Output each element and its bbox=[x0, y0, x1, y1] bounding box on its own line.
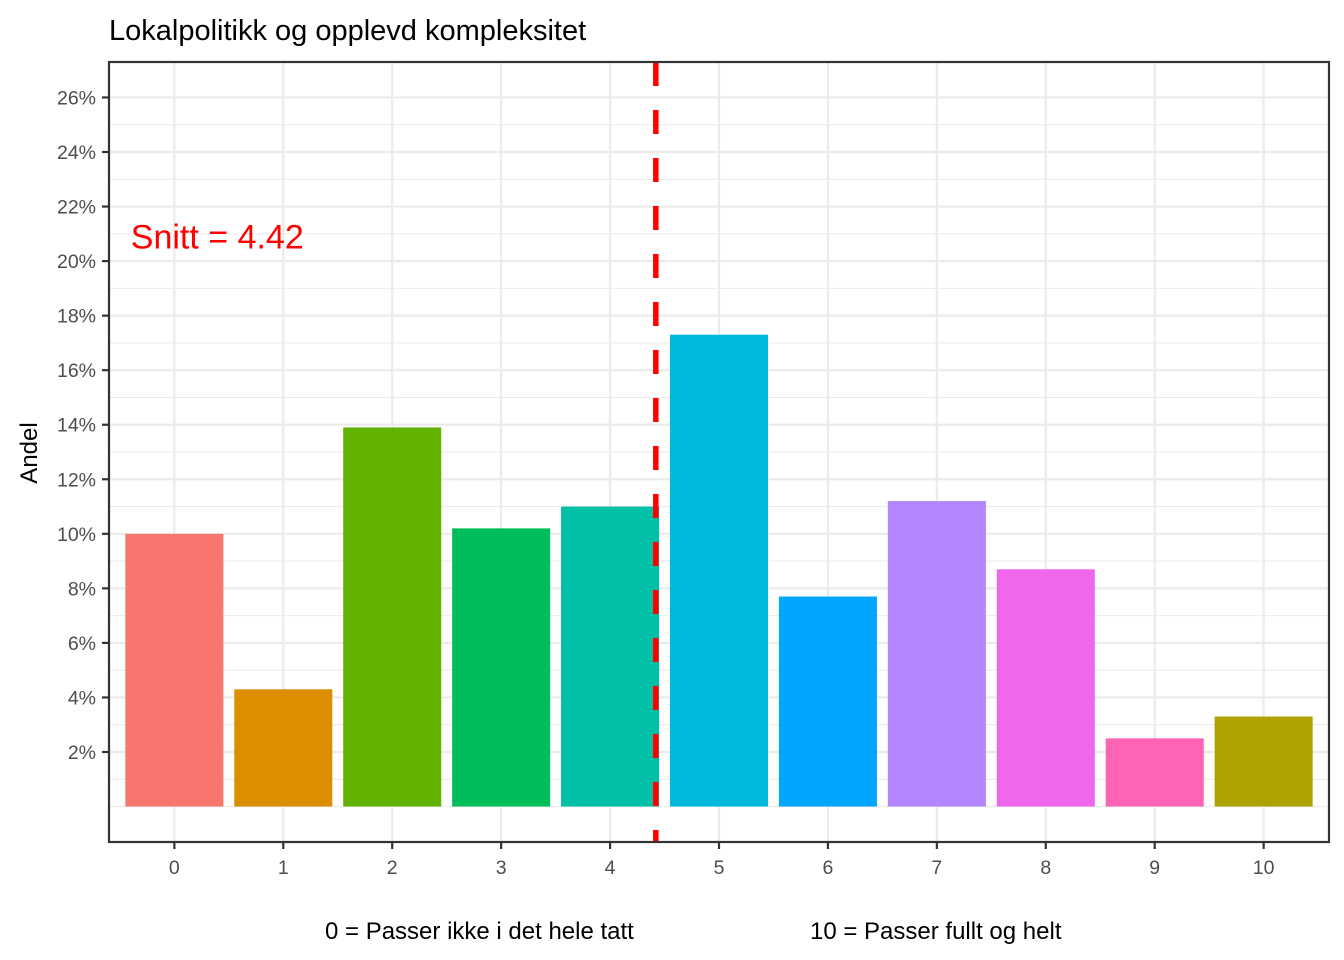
bar-7 bbox=[887, 501, 986, 807]
x-tick-label: 6 bbox=[822, 857, 833, 879]
y-tick-label: 12% bbox=[57, 469, 96, 491]
x-tick-label: 2 bbox=[387, 857, 398, 879]
x-axis-title-left: 0 = Passer ikke i det hele tatt bbox=[325, 918, 634, 945]
bar-0 bbox=[125, 533, 224, 807]
y-tick-label: 14% bbox=[57, 415, 96, 437]
y-tick-label: 6% bbox=[68, 633, 96, 655]
x-tick-label: 7 bbox=[931, 857, 942, 879]
y-axis: 2% 4% 6% 8% 10% 12% 14% 16% 18% 20% 22% 24% 26% bbox=[57, 87, 109, 764]
x-tick-label: 0 bbox=[169, 857, 180, 879]
chart-title: Lokalpolitikk og opplevd kompleksitet bbox=[109, 15, 586, 47]
y-tick-label: 16% bbox=[57, 360, 96, 382]
y-tick-label: 2% bbox=[68, 742, 96, 764]
y-tick-label: 24% bbox=[57, 142, 96, 164]
bar-9 bbox=[1105, 738, 1204, 807]
bar-3 bbox=[452, 528, 551, 807]
y-tick-label: 4% bbox=[68, 687, 96, 709]
y-axis-title: Andel bbox=[16, 422, 43, 483]
mean-annotation: Snitt = 4.42 bbox=[131, 219, 304, 257]
y-tick-label: 26% bbox=[57, 87, 96, 109]
x-tick-label: 5 bbox=[714, 857, 725, 879]
y-tick-label: 8% bbox=[68, 578, 96, 600]
x-tick-label: 8 bbox=[1040, 857, 1051, 879]
bar-4 bbox=[561, 506, 660, 807]
x-tick-label: 3 bbox=[496, 857, 507, 879]
x-axis-title-right: 10 = Passer fullt og helt bbox=[810, 918, 1062, 945]
y-tick-label: 18% bbox=[57, 306, 96, 328]
bar-6 bbox=[778, 596, 877, 807]
plot-panel: Snitt = 4.42 bbox=[107, 60, 1331, 844]
x-tick-label: 9 bbox=[1149, 857, 1160, 879]
bar-10 bbox=[1214, 716, 1313, 807]
x-tick-label: 1 bbox=[278, 857, 289, 879]
x-axis: 0 1 2 3 4 5 6 7 8 9 10 bbox=[169, 842, 1275, 879]
y-tick-label: 20% bbox=[57, 251, 96, 273]
bar-8 bbox=[996, 569, 1095, 807]
bars bbox=[125, 334, 1313, 807]
y-tick-label: 22% bbox=[57, 197, 96, 219]
x-tick-label: 10 bbox=[1253, 857, 1275, 879]
x-tick-label: 4 bbox=[605, 857, 616, 879]
bar-2 bbox=[343, 427, 442, 807]
bar-5 bbox=[669, 334, 769, 807]
bar-1 bbox=[234, 689, 333, 807]
y-tick-label: 10% bbox=[57, 524, 96, 546]
